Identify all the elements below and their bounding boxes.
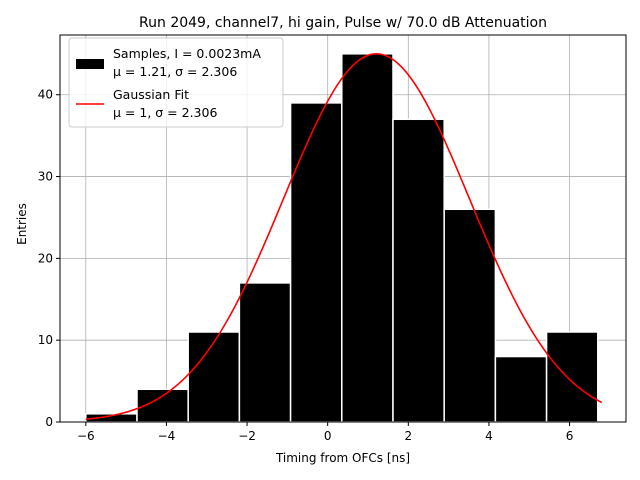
y-tick-label: 40 xyxy=(38,88,53,102)
y-tick-label: 10 xyxy=(38,333,53,347)
x-tick-label: 4 xyxy=(485,429,493,443)
legend-histogram-swatch xyxy=(76,59,104,69)
legend-fit-label: Gaussian Fit xyxy=(113,87,189,102)
legend-histogram-stats: μ = 1.21, σ = 2.306 xyxy=(113,64,237,79)
histogram-bar xyxy=(187,331,241,423)
y-axis-label: Entries xyxy=(15,203,29,245)
legend-fit-stats: μ = 1, σ = 2.306 xyxy=(113,105,217,120)
y-tick-label: 20 xyxy=(38,251,53,265)
x-tick-label: −2 xyxy=(238,429,256,443)
histogram-bar xyxy=(392,118,445,423)
legend: Samples, I = 0.0023mA μ = 1.21, σ = 2.30… xyxy=(68,37,284,128)
x-tick-label: −6 xyxy=(77,429,95,443)
histogram-bar xyxy=(136,388,189,423)
x-axis-ticks: −6 −4 −2 0 2 4 6 xyxy=(77,422,573,443)
histogram-bar xyxy=(443,208,497,423)
histogram-bar xyxy=(494,355,548,423)
histogram-bar xyxy=(238,282,292,423)
y-tick-label: 30 xyxy=(38,170,53,184)
plot-frame xyxy=(59,34,627,423)
gaussian-fit-line xyxy=(85,53,603,421)
chart-title: Run 2049, channel7, hi gain, Pulse w/ 70… xyxy=(139,15,547,31)
histogram-bar xyxy=(289,102,343,423)
x-tick-label: 6 xyxy=(566,429,574,443)
y-tick-label: 0 xyxy=(45,415,53,429)
x-tick-label: 0 xyxy=(324,429,332,443)
x-tick-label: 2 xyxy=(404,429,412,443)
histogram-bars xyxy=(85,53,599,423)
x-axis-label: Timing from OFCs [ns] xyxy=(275,451,410,465)
legend-box xyxy=(68,37,284,128)
histogram-bar xyxy=(341,53,394,423)
legend-histogram-label: Samples, I = 0.0023mA xyxy=(113,46,261,61)
y-axis-ticks: 0 10 20 30 40 xyxy=(38,88,60,429)
x-tick-label: −4 xyxy=(158,429,176,443)
histogram-bar xyxy=(545,331,599,423)
